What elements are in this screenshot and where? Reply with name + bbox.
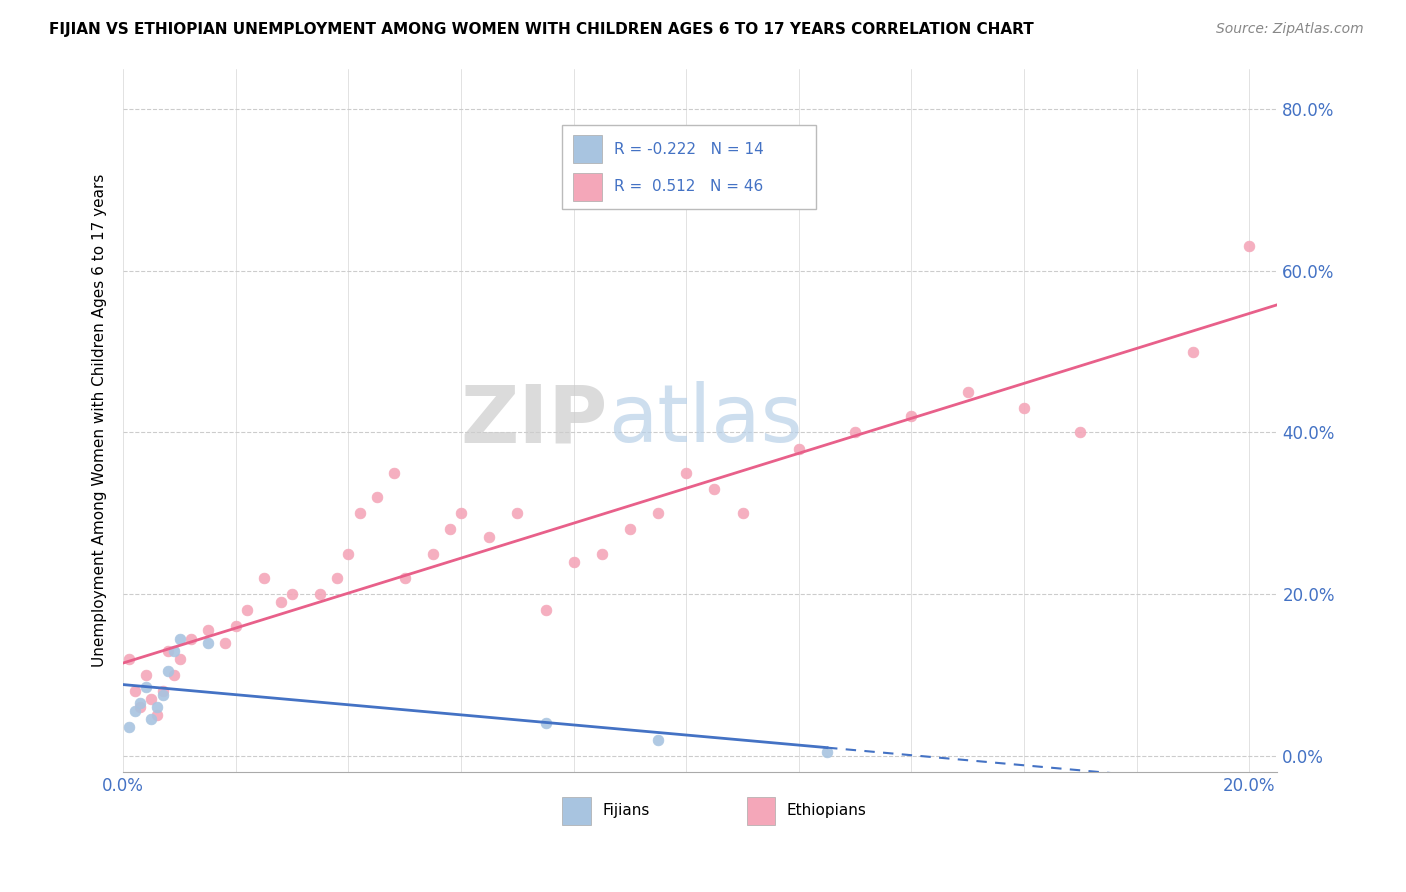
Point (900, 409, 922, 424)
Text: R =  0.512   N = 46: R = 0.512 N = 46 (614, 179, 763, 194)
Point (619, 522, 641, 536)
Point (163, 643, 186, 657)
Text: FIJIAN VS ETHIOPIAN UNEMPLOYMENT AMONG WOMEN WITH CHILDREN AGES 6 TO 17 YEARS CO: FIJIAN VS ETHIOPIAN UNEMPLOYMENT AMONG W… (49, 22, 1033, 37)
Point (349, 506, 371, 520)
Point (422, 547, 444, 561)
Point (1239, 239, 1261, 253)
Point (236, 603, 259, 617)
Point (124, 684, 146, 698)
Point (129, 696, 152, 710)
Point (534, 603, 557, 617)
Point (326, 571, 349, 585)
Point (141, 692, 163, 706)
Point (163, 668, 186, 682)
Point (152, 688, 174, 702)
Point (197, 635, 219, 649)
Point (591, 547, 613, 561)
Point (815, 745, 838, 759)
Point (281, 587, 304, 601)
Text: Fijians: Fijians (602, 803, 650, 818)
Point (1069, 425, 1091, 440)
Point (844, 425, 866, 440)
Point (157, 664, 180, 678)
Point (1012, 401, 1035, 416)
Point (562, 555, 585, 569)
Point (478, 531, 501, 545)
Point (146, 700, 169, 714)
Bar (562, 797, 591, 825)
Text: R = -0.222   N = 14: R = -0.222 N = 14 (614, 142, 763, 157)
Text: Ethiopians: Ethiopians (787, 803, 866, 818)
Point (152, 684, 174, 698)
Point (146, 708, 169, 723)
Bar (574, 173, 602, 201)
Bar (562, 125, 815, 210)
Point (253, 571, 276, 585)
Point (169, 632, 191, 646)
Point (157, 643, 180, 657)
Point (394, 571, 416, 585)
Point (956, 384, 979, 399)
Point (534, 716, 557, 731)
Point (135, 668, 157, 682)
Point (214, 635, 236, 649)
Point (141, 713, 163, 727)
Point (135, 680, 157, 694)
Point (450, 506, 472, 520)
Point (787, 442, 810, 456)
Point (1181, 344, 1204, 359)
Text: Source: ZipAtlas.com: Source: ZipAtlas.com (1216, 22, 1364, 37)
Point (129, 700, 152, 714)
Point (197, 624, 219, 638)
Y-axis label: Unemployment Among Women with Children Ages 6 to 17 years: Unemployment Among Women with Children A… (93, 174, 107, 667)
Text: ZIP: ZIP (461, 381, 607, 459)
Point (118, 652, 141, 666)
Bar (574, 136, 602, 163)
Point (506, 506, 529, 520)
Point (731, 506, 754, 520)
Point (309, 587, 332, 601)
Point (675, 466, 697, 480)
Point (169, 652, 191, 666)
Point (118, 721, 141, 735)
Point (180, 632, 202, 646)
Point (439, 522, 461, 536)
Point (337, 547, 360, 561)
Point (225, 619, 247, 633)
Point (647, 732, 669, 747)
Text: atlas: atlas (607, 381, 803, 459)
Point (382, 466, 405, 480)
Point (270, 595, 292, 609)
Point (366, 490, 388, 504)
Point (703, 482, 725, 496)
Point (124, 704, 146, 718)
Point (647, 506, 669, 520)
Bar (747, 797, 775, 825)
